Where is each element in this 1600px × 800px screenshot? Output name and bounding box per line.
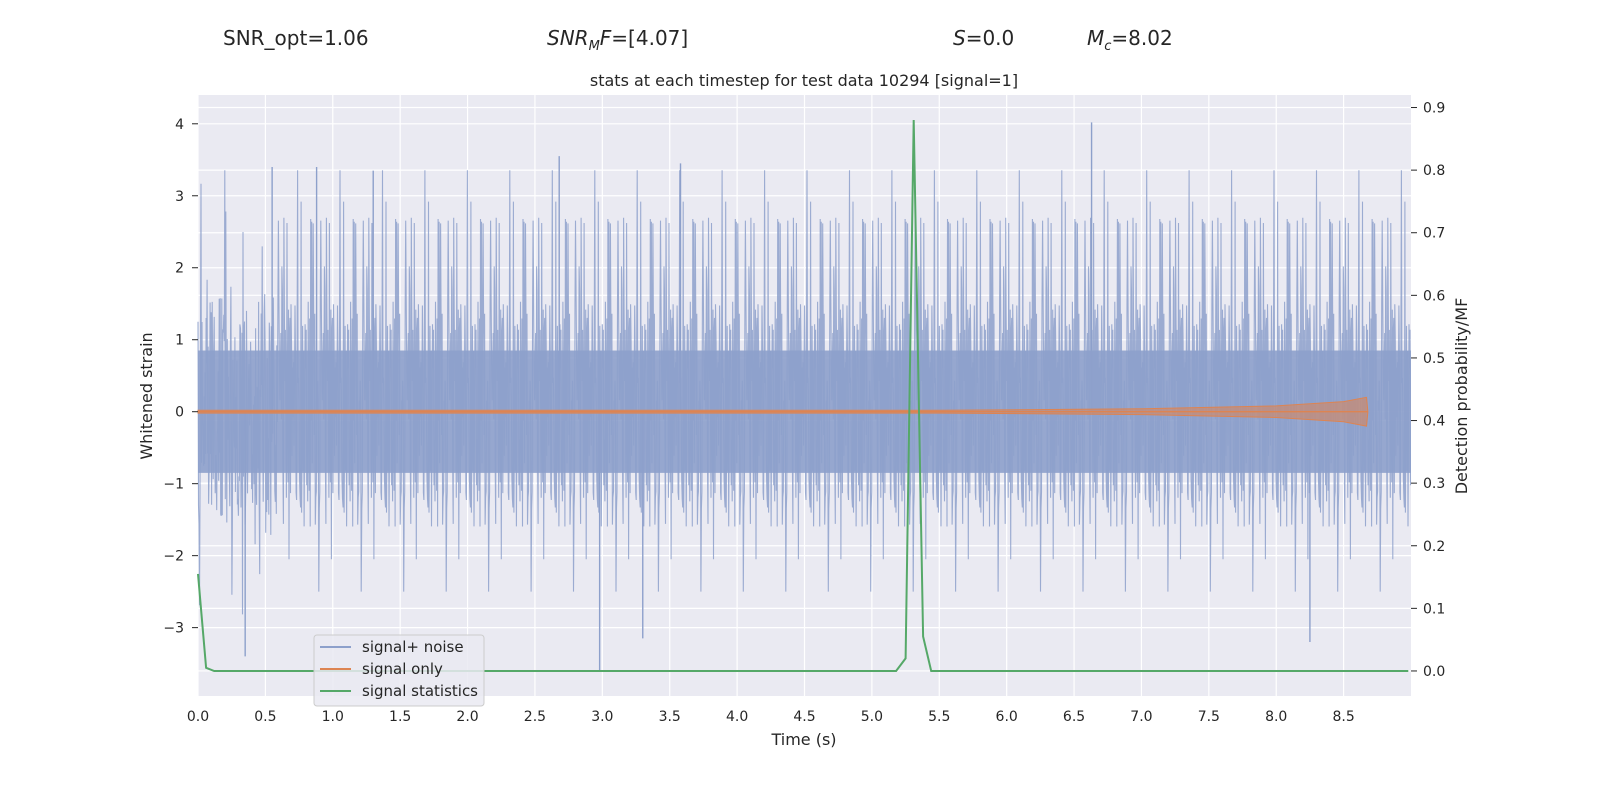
legend-label-signal-only: signal only	[362, 660, 443, 678]
legend: signal+ noise signal only signal statist…	[313, 634, 485, 707]
y2-tick-label: 0.0	[1423, 664, 1445, 680]
x-tick-label: 3.5	[659, 709, 681, 725]
chart-title: stats at each timestep for test data 102…	[590, 71, 1018, 90]
x-tick-label: 8.5	[1332, 709, 1354, 725]
y2-axis-label: Detection probability/MF	[1452, 298, 1471, 495]
y2-tick-label: 0.6	[1423, 288, 1445, 304]
x-tick-label: 5.0	[861, 709, 883, 725]
y2-tick-label: 0.2	[1423, 539, 1445, 555]
y-tick-label: 0	[175, 405, 184, 421]
x-tick-label: 2.5	[524, 709, 546, 725]
x-tick-label: 5.5	[928, 709, 950, 725]
x-tick-label: 0.5	[254, 709, 276, 725]
x-tick-label: 0.0	[187, 709, 209, 725]
y2-tick-label: 0.9	[1423, 101, 1445, 117]
x-tick-label: 6.5	[1063, 709, 1085, 725]
axis-ticks: 0.0 0.5 1.0 1.5 2.0 2.5 3.0 3.5 4.0 4.5 5.0 5.5 6.0 6…	[163, 101, 1445, 725]
legend-label-signal-noise: signal+ noise	[362, 638, 464, 656]
x-tick-label: 8.0	[1265, 709, 1287, 725]
x-tick-label: 2.0	[456, 709, 478, 725]
mc-label: Mc=8.02	[1087, 26, 1173, 54]
y-axis-label: Whitened strain	[137, 332, 156, 459]
y-tick-label: −1	[163, 477, 184, 493]
x-tick-label: 7.5	[1198, 709, 1220, 725]
x-tick-label: 4.0	[726, 709, 748, 725]
y-tick-label: 1	[175, 333, 184, 349]
signal-statistics-line	[197, 119, 1409, 672]
y2-tick-label: 0.1	[1423, 601, 1445, 617]
x-tick-label: 1.0	[322, 709, 344, 725]
x-tick-label: 3.0	[591, 709, 613, 725]
series-signal-statistics	[197, 119, 1409, 672]
s-label: S=0.0	[953, 26, 1015, 50]
snr-opt-label: SNR_opt=1.06	[223, 26, 369, 50]
legend-box	[313, 634, 485, 707]
x-tick-label: 6.0	[996, 709, 1018, 725]
y-tick-label: −3	[163, 621, 184, 637]
legend-label-signal-statistics: signal statistics	[362, 682, 478, 700]
x-tick-label: 7.0	[1130, 709, 1152, 725]
y-tick-label: 3	[175, 189, 184, 205]
y-tick-label: 2	[175, 261, 184, 277]
y2-tick-label: 0.3	[1423, 476, 1445, 492]
x-tick-label: 4.5	[793, 709, 815, 725]
snr-mf-label: SNRMF=[4.07]	[547, 26, 689, 54]
y2-tick-label: 0.7	[1423, 226, 1445, 242]
x-tick-label: 1.5	[389, 709, 411, 725]
y-tick-label: 4	[175, 117, 184, 133]
x-axis-label: Time (s)	[770, 730, 836, 749]
y-tick-label: −2	[163, 549, 184, 565]
series-signal-only	[197, 396, 1369, 427]
y2-tick-label: 0.8	[1423, 163, 1445, 179]
y2-tick-label: 0.4	[1423, 414, 1445, 430]
y2-tick-label: 0.5	[1423, 351, 1445, 367]
